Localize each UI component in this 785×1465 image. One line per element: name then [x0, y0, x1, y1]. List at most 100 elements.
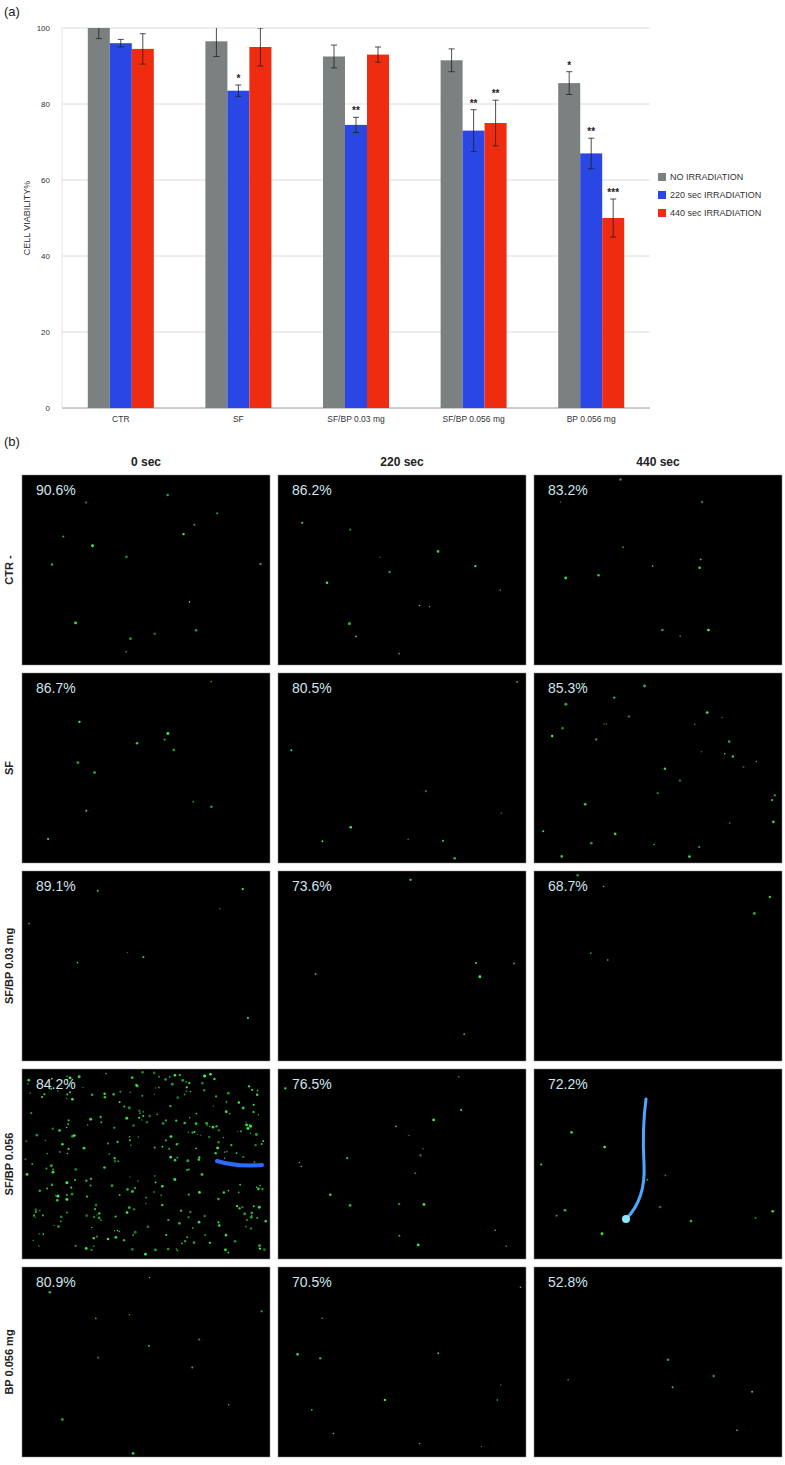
cell-dot	[61, 1143, 64, 1146]
cell-dot	[398, 1203, 400, 1205]
cell-dot	[249, 1125, 252, 1128]
cell-dot	[216, 512, 218, 514]
cell-dot	[83, 1147, 86, 1150]
cell-dot	[93, 1237, 95, 1239]
significance: *	[236, 73, 240, 84]
error-stem	[613, 199, 614, 237]
cell-dot	[201, 1082, 204, 1085]
column-header: 0 sec	[131, 455, 161, 469]
cell-dot	[698, 846, 700, 848]
cell-dot	[241, 1206, 243, 1208]
cell-dot	[137, 1180, 138, 1181]
cell-dot	[89, 1184, 91, 1186]
cell-dot	[170, 1135, 173, 1138]
viability-label: 83.2%	[548, 482, 588, 498]
cell-dot	[132, 1452, 135, 1455]
legend-swatch	[658, 173, 666, 181]
micrograph-bg	[534, 871, 782, 1061]
cell-dot	[115, 1236, 118, 1239]
cell-dot	[721, 717, 723, 719]
cell-dot	[242, 1107, 245, 1110]
cell-dot	[181, 1079, 184, 1082]
error-cap	[235, 96, 241, 97]
cell-dot	[99, 1116, 102, 1119]
cell-dot	[129, 637, 132, 640]
bar	[205, 41, 227, 408]
cell-dot	[59, 1151, 61, 1153]
micrograph-bg	[278, 1267, 526, 1457]
cell-dot	[90, 1249, 93, 1252]
error-cap	[449, 48, 455, 49]
cell-dot	[195, 1122, 198, 1125]
cell-dot	[474, 565, 476, 567]
cell-dot	[247, 1017, 249, 1019]
cell-dot	[85, 501, 87, 503]
cell-dot	[245, 1121, 247, 1123]
cell-dot	[34, 1208, 37, 1211]
bar	[345, 125, 367, 408]
grid-line	[62, 28, 650, 29]
cell-dot	[67, 1153, 69, 1155]
micrograph	[534, 673, 782, 863]
cell-dot	[164, 739, 166, 741]
cell-dot	[128, 1106, 131, 1109]
cell-dot	[259, 1185, 261, 1187]
error-bar	[140, 34, 146, 64]
cell-dot	[679, 635, 681, 637]
cell-dot	[296, 1353, 299, 1356]
cell-dot	[78, 721, 80, 723]
cell-dot	[95, 1204, 98, 1207]
cell-dot	[679, 779, 681, 781]
cell-dot	[131, 1248, 134, 1251]
cell-dot	[250, 1212, 253, 1215]
cell-dot	[322, 840, 324, 842]
cell-dot	[175, 1120, 177, 1122]
cell-dot	[77, 962, 79, 964]
error-stem	[378, 47, 379, 62]
cell-dot	[145, 1196, 147, 1198]
cell-dot	[590, 952, 592, 954]
cell-dot	[743, 766, 745, 768]
cell-dot	[167, 1219, 169, 1221]
cell-dot	[248, 1085, 250, 1087]
cell-dot	[119, 1091, 121, 1093]
micrograph	[278, 1069, 526, 1259]
cell-dot	[252, 1111, 254, 1113]
cell-dot	[165, 1139, 167, 1141]
cell-dot	[27, 1083, 29, 1085]
cell-dot	[67, 1123, 69, 1125]
micrograph	[278, 475, 526, 665]
cell-dot	[724, 753, 725, 754]
cell-dot	[26, 1173, 29, 1176]
cell-dot	[57, 1195, 59, 1197]
cell-dot	[458, 1076, 460, 1078]
cell-dot	[238, 1101, 240, 1103]
cell-dot	[123, 1239, 125, 1241]
cell-dot	[667, 1358, 670, 1361]
cell-dot	[129, 1136, 130, 1137]
cell-dot	[422, 1148, 423, 1149]
cell-dot	[51, 1184, 54, 1187]
cell-dot	[168, 1148, 170, 1150]
significance: *	[567, 60, 571, 71]
cell-dot	[100, 1121, 102, 1123]
cell-dot	[250, 1132, 251, 1133]
bar	[602, 218, 624, 408]
cell-dot	[217, 1221, 219, 1223]
cell-dot	[191, 1131, 193, 1133]
cell-dot	[38, 1233, 39, 1234]
cell-dot	[419, 605, 421, 607]
error-cap	[566, 94, 572, 95]
cell-dot	[119, 1194, 121, 1196]
cell-dot	[55, 1195, 56, 1196]
cell-dot	[87, 1124, 89, 1126]
cell-dot	[33, 1240, 35, 1242]
cell-dot	[226, 1151, 228, 1153]
cell-dot	[154, 1094, 155, 1095]
legend-label: 440 sec IRRADIATION	[670, 208, 761, 218]
error-cap	[213, 56, 219, 57]
cell-dot	[203, 1215, 206, 1218]
cell-dot	[251, 1215, 253, 1217]
cell-dot	[112, 1093, 115, 1096]
cell-dot	[117, 1230, 118, 1231]
